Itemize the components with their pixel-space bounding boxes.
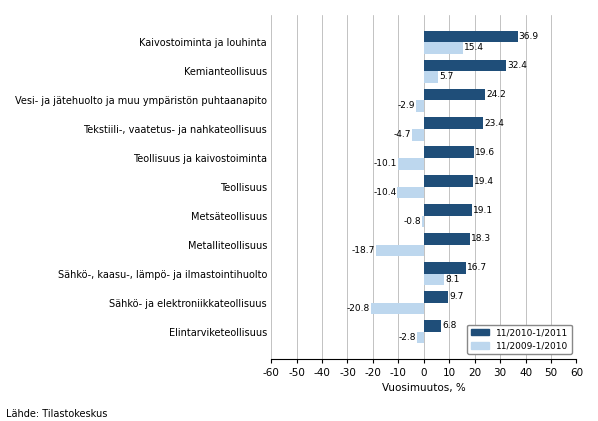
Text: 16.7: 16.7 (467, 264, 487, 272)
Bar (424, 291, 448, 303)
Text: 9.7: 9.7 (450, 292, 464, 301)
Text: -20.8: -20.8 (347, 304, 370, 313)
Bar (424, 88, 486, 100)
Bar (371, 303, 424, 314)
Bar (424, 42, 463, 54)
Legend: 11/2010-1/2011, 11/2009-1/2010: 11/2010-1/2011, 11/2009-1/2010 (467, 325, 572, 354)
Bar (424, 274, 444, 285)
Text: 19.4: 19.4 (474, 176, 494, 186)
Bar (424, 262, 466, 274)
Text: 19.6: 19.6 (475, 148, 495, 157)
Text: 24.2: 24.2 (486, 90, 506, 99)
Bar (424, 147, 474, 158)
Bar (424, 175, 473, 187)
Text: -2.9: -2.9 (398, 101, 416, 110)
Bar (424, 59, 507, 71)
Text: -2.8: -2.8 (398, 333, 416, 342)
Text: 23.4: 23.4 (484, 119, 504, 128)
Bar (422, 216, 424, 227)
Bar (398, 158, 424, 170)
Bar (376, 245, 424, 256)
Text: 18.3: 18.3 (471, 234, 492, 243)
Bar (424, 320, 441, 332)
Text: 15.4: 15.4 (464, 43, 484, 53)
Text: 8.1: 8.1 (446, 275, 460, 284)
Bar (397, 187, 424, 198)
Bar (424, 233, 471, 245)
Bar (412, 129, 424, 141)
Bar (424, 71, 438, 83)
Text: 5.7: 5.7 (440, 72, 454, 81)
Text: -4.7: -4.7 (393, 131, 411, 139)
Text: -18.7: -18.7 (352, 246, 375, 255)
Text: -10.1: -10.1 (374, 159, 397, 168)
Text: 32.4: 32.4 (507, 61, 527, 70)
Text: 6.8: 6.8 (442, 321, 456, 330)
Bar (424, 117, 483, 129)
Text: -10.4: -10.4 (373, 188, 396, 197)
Text: 36.9: 36.9 (518, 32, 539, 41)
Bar (424, 204, 472, 216)
Text: -0.8: -0.8 (403, 217, 421, 226)
Bar (417, 332, 424, 343)
Bar (424, 31, 518, 42)
Text: 19.1: 19.1 (474, 205, 493, 215)
Bar (416, 100, 424, 112)
X-axis label: Vuosimuutos, %: Vuosimuutos, % (382, 384, 466, 393)
Text: Lähde: Tilastokeskus: Lähde: Tilastokeskus (6, 409, 108, 419)
